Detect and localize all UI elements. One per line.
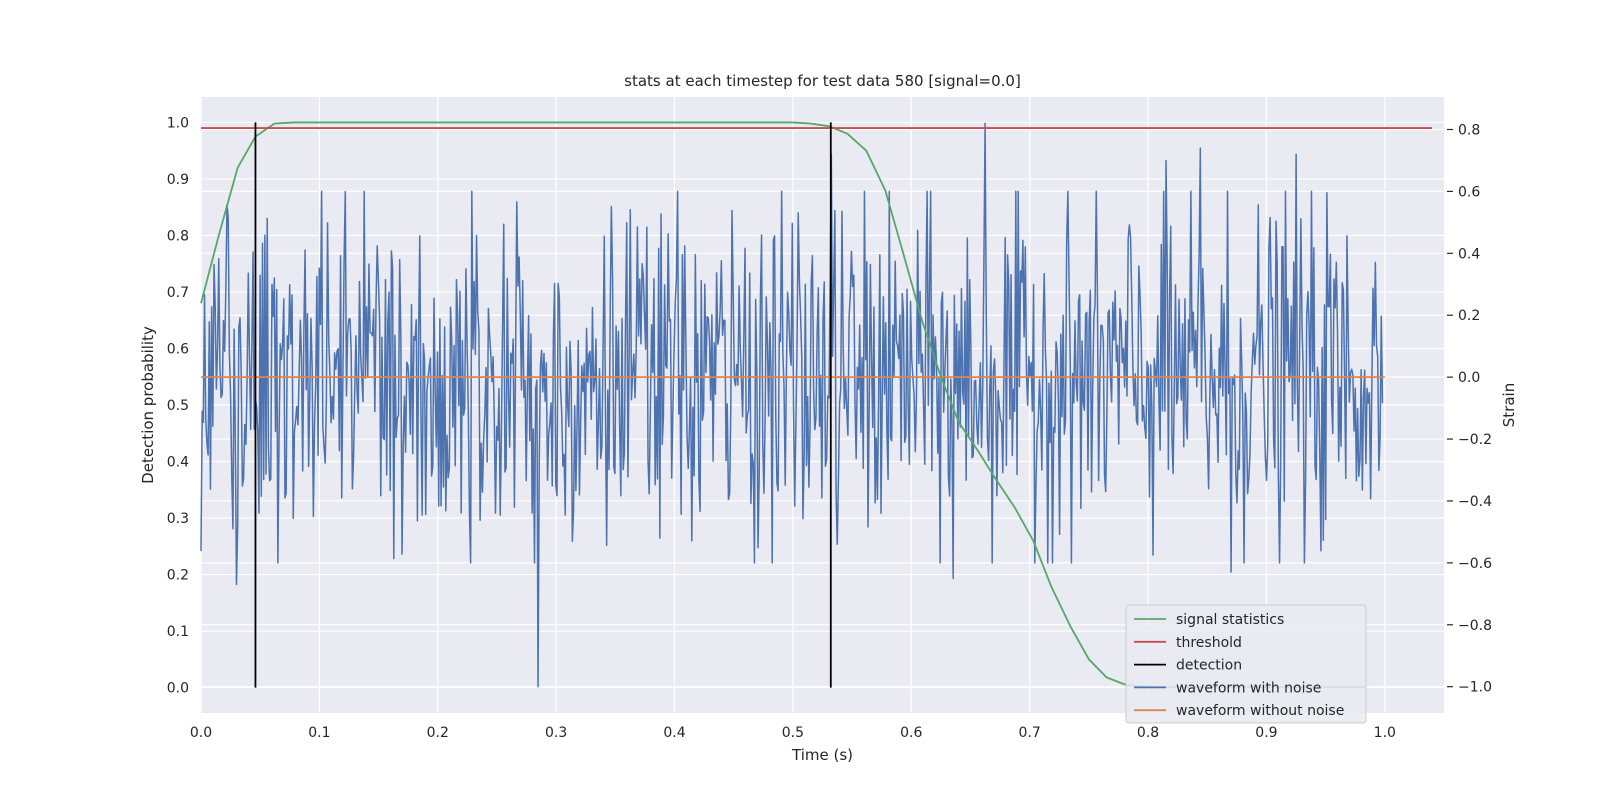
- x-tick-label: 0.7: [1019, 725, 1041, 741]
- y-right-tick-label: 0.2: [1458, 308, 1480, 324]
- y-left-tick-label: 0.2: [167, 568, 189, 584]
- x-tick-label: 0.8: [1137, 725, 1159, 741]
- x-tick-label: 0.1: [308, 725, 330, 741]
- y-right-tick-label: −1.0: [1458, 680, 1492, 696]
- x-tick-label: 1.0: [1374, 725, 1396, 741]
- chart-title: stats at each timestep for test data 580…: [624, 72, 1021, 90]
- y-right-tick-label: −0.6: [1458, 556, 1492, 572]
- legend-box: [1125, 604, 1367, 724]
- legend-entry: detection: [1176, 658, 1242, 674]
- y-right-tick-label: 0.6: [1458, 184, 1480, 200]
- y-right-tick-label: 0.0: [1458, 370, 1480, 386]
- legend-entry: waveform with noise: [1176, 680, 1321, 696]
- x-tick-label: 0.4: [663, 725, 685, 741]
- y-left-tick-label: 0.6: [167, 341, 189, 357]
- x-tick-label: 0.9: [1255, 725, 1277, 741]
- x-tick-label: 0.0: [190, 725, 212, 741]
- y-left-tick-label: 0.4: [167, 455, 189, 471]
- legend-entry: signal statistics: [1176, 612, 1284, 628]
- y-left-tick-label: 0.3: [167, 511, 189, 527]
- x-tick-label: 0.5: [782, 725, 804, 741]
- y-right-tick-label: 0.8: [1458, 123, 1480, 139]
- y-left-tick-label: 0.9: [167, 172, 189, 188]
- y-left-tick-label: 0.1: [167, 624, 189, 640]
- x-tick-label: 0.2: [427, 725, 449, 741]
- y-left-tick-label: 1.0: [167, 115, 189, 131]
- x-tick-label: 0.6: [900, 725, 922, 741]
- y-right-tick-label: −0.2: [1458, 432, 1492, 448]
- legend-entry: threshold: [1176, 635, 1242, 651]
- x-tick-label: 0.3: [545, 725, 567, 741]
- y-left-tick-label: 0.5: [167, 398, 189, 414]
- y-left-tick-label: 0.7: [167, 285, 189, 301]
- y-axis-right-label: Strain: [1500, 383, 1518, 427]
- x-axis-label: Time (s): [791, 746, 853, 764]
- legend: signal statistics threshold detection wavef…: [1125, 604, 1367, 724]
- y-left-tick-label: 0.8: [167, 228, 189, 244]
- series-waveform-with-noise: [200, 122, 1384, 688]
- y-right-tick-label: −0.4: [1458, 494, 1492, 510]
- y-axis-left-label: Detection probability: [139, 326, 157, 484]
- tick-layer: 0.0 0.1 0.2 0.3 0.4 0.5 0.6 0.7 0.8 0.9 1.0 0.0 0.1 0…: [167, 115, 1492, 741]
- y-left-tick-label: 0.0: [167, 681, 189, 697]
- legend-entry: waveform without noise: [1176, 703, 1344, 719]
- y-right-tick-label: −0.8: [1458, 618, 1492, 634]
- y-right-tick-label: 0.4: [1458, 246, 1480, 262]
